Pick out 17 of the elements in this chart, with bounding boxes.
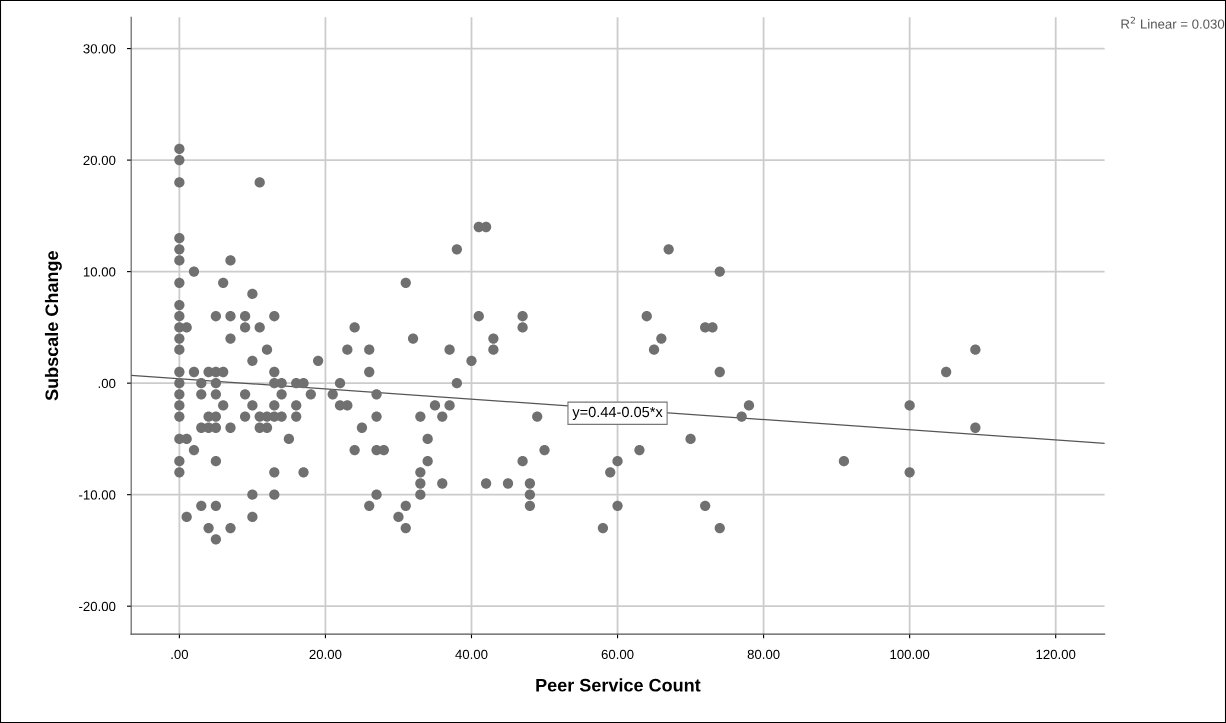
- x-tick-label: 40.00: [455, 649, 488, 660]
- x-axis-title: Peer Service Count: [536, 678, 701, 692]
- x-tick-label: 100.00: [890, 649, 930, 660]
- y-tick-label: 20.00: [83, 155, 116, 166]
- x-tick-label: 60.00: [601, 649, 634, 660]
- y-tick-label: 30.00: [83, 44, 116, 54]
- y-axis-title: Subscale Change: [44, 251, 62, 401]
- x-tick-label: 120.00: [1036, 649, 1076, 660]
- annotation: y=0.44-0.05*x: [572, 406, 663, 421]
- x-tick-label: .00: [171, 649, 189, 660]
- y-tick-label: -10.00: [79, 490, 116, 500]
- text: R$^{2}$ Linear = 0.030: [1121, 16, 1225, 29]
- x-tick-label: 20.00: [309, 649, 342, 660]
- y-tick-label: -20.00: [79, 601, 116, 612]
- y-tick-label: 10.00: [83, 267, 116, 277]
- x-tick-label: 80.00: [747, 649, 780, 660]
- y-tick-label: .00: [98, 378, 116, 389]
